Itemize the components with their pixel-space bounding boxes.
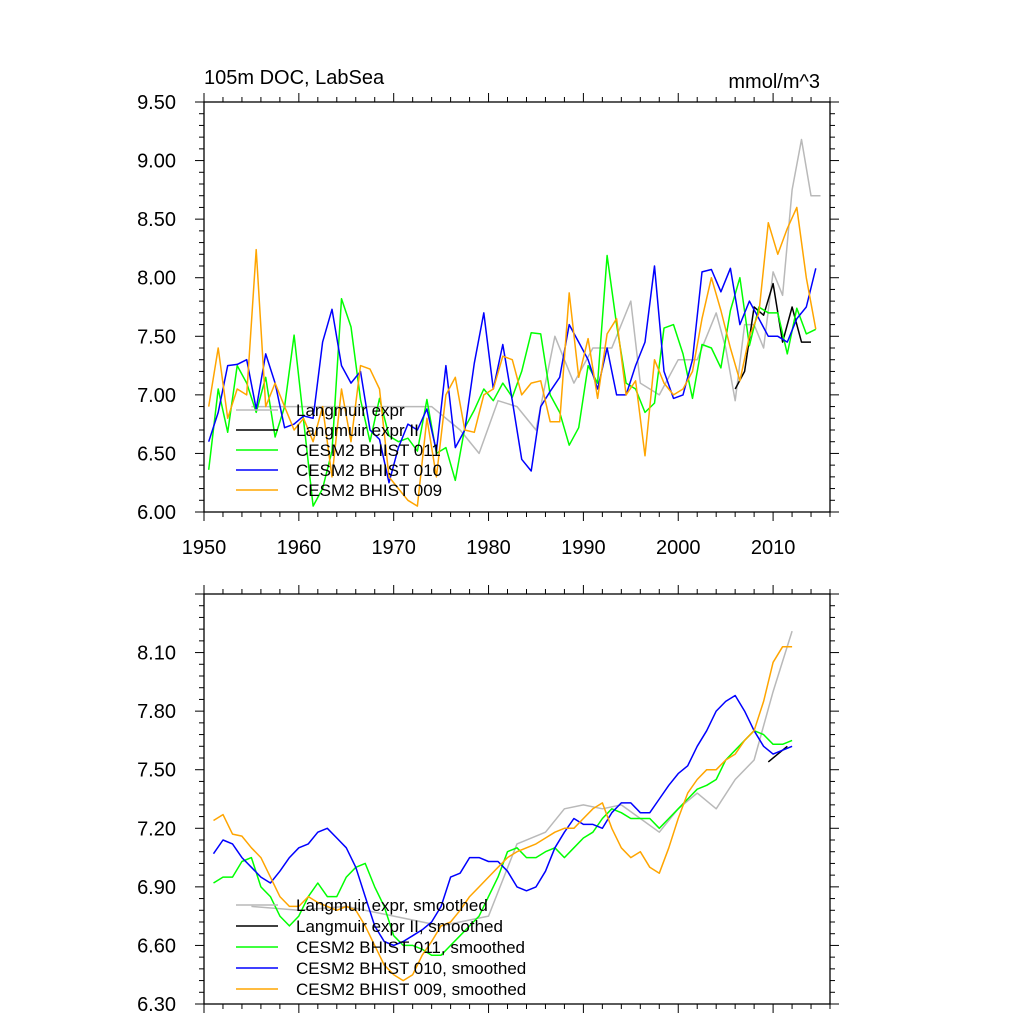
x-tick-label: 1990 — [561, 537, 606, 559]
legend-label: CESM2 BHIST 009 — [296, 481, 442, 500]
series-line-langmuir-expr-ii — [734, 282, 811, 390]
y-tick-label: 9.50 — [137, 92, 176, 114]
x-tick-label: 1950 — [182, 537, 227, 559]
x-tick-label: 2010 — [751, 537, 796, 559]
y-tick-label: 8.50 — [137, 209, 176, 231]
y-tick-label: 7.80 — [137, 701, 176, 723]
legend-label: CESM2 BHIST 011, smoothed — [296, 938, 525, 957]
y-tick-label: 6.00 — [137, 502, 176, 524]
y-tick-label: 6.90 — [137, 877, 176, 899]
series-line-cesm2-bhist-009-smoothed — [213, 645, 793, 982]
legend-label: CESM2 BHIST 010 — [296, 461, 442, 480]
x-tick-label: 1980 — [466, 537, 511, 559]
x-tick-label: 1960 — [277, 537, 322, 559]
series-line-cesm2-bhist-010-smoothed — [212, 694, 793, 947]
series-line-cesm2-bhist-009 — [207, 206, 817, 507]
y-tick-label: 8.10 — [137, 643, 176, 665]
y-tick-label: 6.50 — [137, 443, 176, 465]
y-tick-label: 8.00 — [137, 268, 176, 290]
x-tick-label: 1970 — [371, 537, 416, 559]
legend-label: Langmuir expr II — [296, 421, 419, 440]
x-tick-label: 2000 — [656, 537, 701, 559]
y-tick-label: 7.50 — [137, 326, 176, 348]
legend-label: CESM2 BHIST 011 — [296, 441, 441, 460]
series-line-langmuir-expr-smoothed — [251, 630, 793, 927]
legend-label: Langmuir expr — [296, 401, 405, 420]
y-tick-label: 7.20 — [137, 818, 176, 840]
y-tick-label: 9.00 — [137, 151, 176, 173]
legend-label: Langmuir expr, smoothed — [296, 896, 488, 915]
y-tick-label: 7.00 — [137, 385, 176, 407]
plot-frame — [203, 101, 831, 513]
chart-title: 105m DOC, LabSea — [204, 67, 385, 89]
top-panel: 105m DOC, LabSea mmol/m^3 1950 1960 1970 19… — [137, 67, 839, 559]
y-tick-label: 7.50 — [137, 760, 176, 782]
legend-label: CESM2 BHIST 010, smoothed — [296, 959, 526, 978]
series-line-cesm2-bhist-011-smoothed — [213, 729, 793, 956]
y-tick-label: 6.60 — [137, 935, 176, 957]
bottom-panel: 6.30 6.60 6.90 7.20 7.50 7.80 8.10 Langmuir exp… — [137, 585, 839, 1016]
y-tick-label: 6.30 — [137, 994, 176, 1016]
legend-label: Langmuir expr II, smoothed — [296, 917, 503, 936]
legend-label: CESM2 BHIST 009, smoothed — [296, 980, 526, 999]
plot-frame — [203, 593, 831, 1005]
series-line-cesm2-bhist-010 — [207, 265, 817, 484]
units-label: mmol/m^3 — [728, 71, 820, 93]
